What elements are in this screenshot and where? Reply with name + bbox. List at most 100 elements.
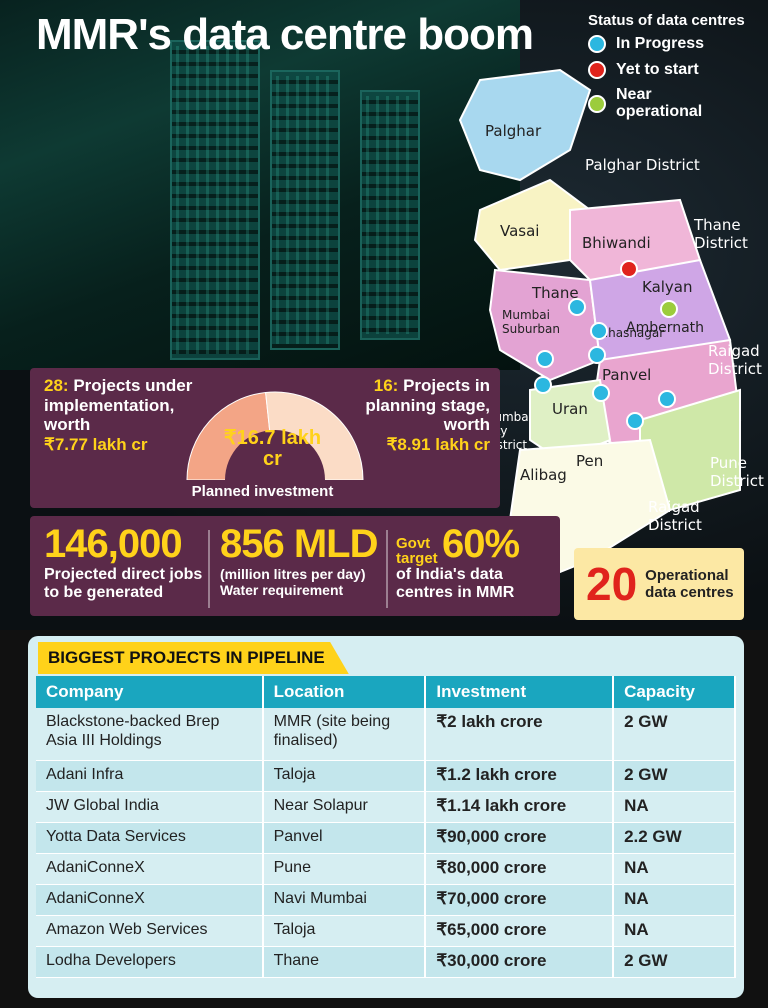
- table-row: Blackstone-backed Brep Asia III Holdings…: [36, 708, 736, 761]
- map-label-thane-district: Thane District: [694, 216, 748, 252]
- projects-planning: 16: Projects in planning stage, worth ₹8…: [365, 376, 490, 454]
- cell-capacity: NA: [613, 884, 736, 916]
- map-dot-in-progress: [588, 346, 606, 364]
- table-row: JW Global India Near Solapur ₹1.14 lakh …: [36, 791, 736, 823]
- legend-item-near-operational: Near operational: [588, 86, 763, 121]
- table-title: BIGGEST PROJECTS IN PIPELINE: [38, 642, 349, 674]
- table-row: AdaniConneX Navi Mumbai ₹70,000 crore NA: [36, 884, 736, 916]
- stats-panel: 146,000 Projected direct jobs to be gene…: [30, 516, 560, 616]
- investment-panel: 28: Projects under implementation, worth…: [30, 368, 500, 508]
- map-label-thane: Thane: [532, 284, 579, 302]
- legend-item-in-progress: In Progress: [588, 35, 763, 53]
- investment-semicircle: [186, 391, 364, 480]
- legend-dot-icon: [588, 94, 606, 113]
- map-label-raigad-district: Raigad District: [708, 342, 762, 378]
- operational-badge: 20 Operational data centres: [574, 548, 744, 620]
- cell-location: MMR (site being finalised): [262, 708, 427, 761]
- map-label-panvel: Panvel: [602, 366, 652, 384]
- cell-investment: ₹80,000 crore: [425, 853, 615, 885]
- stats-divider: [208, 530, 210, 608]
- cell-investment: ₹90,000 crore: [425, 822, 615, 854]
- cell-investment: ₹70,000 crore: [425, 884, 615, 916]
- map-dot-in-progress: [534, 376, 552, 394]
- cell-location: Near Solapur: [262, 791, 427, 823]
- map-label-ambernath: Ambernath: [626, 320, 705, 336]
- cell-company: AdaniConneX: [36, 853, 264, 885]
- jobs-stat: 146,000 Projected direct jobs to be gene…: [44, 522, 203, 602]
- page-title: MMR's data centre boom: [36, 10, 534, 59]
- planned-investment-caption: Planned investment: [191, 483, 334, 500]
- col-header-investment: Investment: [425, 676, 615, 708]
- cell-investment: ₹2 lakh crore: [425, 708, 615, 761]
- govt-target-stat: Govt target 60% of India's data centres …: [396, 522, 520, 602]
- map-dot-in-progress: [536, 350, 554, 368]
- stats-divider: [386, 530, 388, 608]
- cell-investment: ₹1.2 lakh crore: [425, 760, 615, 792]
- map-dot-in-progress: [590, 322, 608, 340]
- map-label-vasai: Vasai: [500, 222, 540, 240]
- cell-company: AdaniConneX: [36, 884, 264, 916]
- map-label-bhiwandi: Bhiwandi: [582, 234, 651, 252]
- pipeline-table: Company Location Investment Capacity Bla…: [36, 676, 736, 978]
- map-dot-in-progress: [658, 390, 676, 408]
- cell-capacity: 2.2 GW: [613, 822, 736, 854]
- legend-title: Status of data centres: [588, 12, 745, 29]
- total-investment: ₹16.7 lakh cr: [223, 427, 322, 470]
- map-label-palghar: Palghar: [485, 122, 542, 140]
- server-rack: [270, 70, 340, 350]
- status-legend: Status of data centres In Progress Yet t…: [588, 12, 763, 129]
- hero-section: MMR's data centre boom Palghar Palghar D…: [0, 0, 768, 630]
- cell-capacity: 2 GW: [613, 708, 736, 761]
- cell-capacity: 2 GW: [613, 760, 736, 792]
- cell-capacity: NA: [613, 915, 736, 947]
- cell-location: Taloja: [262, 915, 427, 947]
- legend-dot-icon: [588, 35, 606, 53]
- server-room-image: [0, 0, 520, 370]
- map-label-palghar-district: Palghar District: [585, 156, 700, 174]
- map-label-raigad-district-2: Raigad District: [648, 498, 702, 534]
- cell-location: Panvel: [262, 822, 427, 854]
- cell-company: JW Global India: [36, 791, 264, 823]
- map-dot-in-progress: [568, 298, 586, 316]
- map-label-pen: Pen: [576, 452, 604, 470]
- cell-investment: ₹30,000 crore: [425, 946, 615, 978]
- col-header-location: Location: [262, 676, 427, 708]
- col-header-capacity: Capacity: [613, 676, 736, 708]
- legend-dot-icon: [588, 61, 606, 79]
- map-dot-in-progress: [626, 412, 644, 430]
- map-label-mumbai-suburban: Mumbai Suburban: [502, 308, 560, 336]
- map-label-alibag: Alibag: [520, 466, 567, 484]
- cell-company: Adani Infra: [36, 760, 264, 792]
- map-dot-yet-to-start: [620, 260, 638, 278]
- cell-location: Taloja: [262, 760, 427, 792]
- cell-capacity: NA: [613, 791, 736, 823]
- table-header-row: Company Location Investment Capacity: [36, 676, 736, 708]
- cell-company: Amazon Web Services: [36, 915, 264, 947]
- col-header-company: Company: [36, 676, 264, 708]
- map-dot-near-operational: [660, 300, 678, 318]
- cell-location: Pune: [262, 853, 427, 885]
- cell-company: Lodha Developers: [36, 946, 264, 978]
- map-label-uran: Uran: [552, 400, 588, 418]
- cell-location: Thane: [262, 946, 427, 978]
- pipeline-table-section: BIGGEST PROJECTS IN PIPELINE Company Loc…: [28, 636, 744, 998]
- cell-company: Yotta Data Services: [36, 822, 264, 854]
- map-label-kalyan: Kalyan: [642, 278, 693, 296]
- map-dot-in-progress: [592, 384, 610, 402]
- cell-company: Blackstone-backed Brep Asia III Holdings: [36, 708, 264, 761]
- map-label-pune-district: Pune District: [710, 454, 764, 490]
- map-label-ulhasnagar: Ulhasnagar: [596, 326, 665, 340]
- table-row: Lodha Developers Thane ₹30,000 crore 2 G…: [36, 946, 736, 978]
- cell-capacity: NA: [613, 853, 736, 885]
- cell-investment: ₹65,000 crore: [425, 915, 615, 947]
- projects-implementation: 28: Projects under implementation, worth…: [44, 376, 193, 454]
- table-row: Adani Infra Taloja ₹1.2 lakh crore 2 GW: [36, 760, 736, 792]
- water-stat: 856 MLD (million litres per day) Water r…: [220, 522, 379, 599]
- table-row: Amazon Web Services Taloja ₹65,000 crore…: [36, 915, 736, 947]
- server-rack: [360, 90, 420, 340]
- table-row: Yotta Data Services Panvel ₹90,000 crore…: [36, 822, 736, 854]
- server-rack: [170, 40, 260, 360]
- cell-location: Navi Mumbai: [262, 884, 427, 916]
- cell-capacity: 2 GW: [613, 946, 736, 978]
- table-row: AdaniConneX Pune ₹80,000 crore NA: [36, 853, 736, 885]
